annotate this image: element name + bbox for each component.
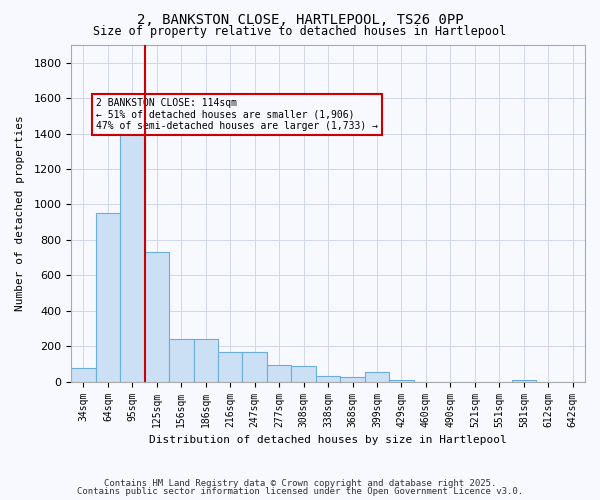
Bar [95, 214, 120, 382]
Bar [71, 368, 95, 382]
Text: Contains HM Land Registry data © Crown copyright and database right 2025.: Contains HM Land Registry data © Crown c… [104, 478, 496, 488]
Bar [512, 380, 536, 382]
Bar [340, 378, 365, 382]
Bar [145, 252, 169, 382]
Bar [365, 372, 389, 382]
Bar [316, 376, 340, 382]
Bar [292, 366, 316, 382]
Bar [389, 380, 414, 382]
Bar [120, 130, 145, 382]
Text: 2 BANKSTON CLOSE: 114sqm
← 51% of detached houses are smaller (1,906)
47% of sem: 2 BANKSTON CLOSE: 114sqm ← 51% of detach… [95, 98, 377, 132]
Bar [218, 352, 242, 382]
Y-axis label: Number of detached properties: Number of detached properties [15, 116, 25, 311]
Text: 2, BANKSTON CLOSE, HARTLEPOOL, TS26 0PP: 2, BANKSTON CLOSE, HARTLEPOOL, TS26 0PP [137, 12, 463, 26]
X-axis label: Distribution of detached houses by size in Hartlepool: Distribution of detached houses by size … [149, 435, 507, 445]
Text: Size of property relative to detached houses in Hartlepool: Size of property relative to detached ho… [94, 25, 506, 38]
Bar [169, 339, 194, 382]
Bar [267, 365, 292, 382]
Text: Contains public sector information licensed under the Open Government Licence v3: Contains public sector information licen… [77, 487, 523, 496]
Bar [242, 352, 267, 382]
Bar [194, 339, 218, 382]
